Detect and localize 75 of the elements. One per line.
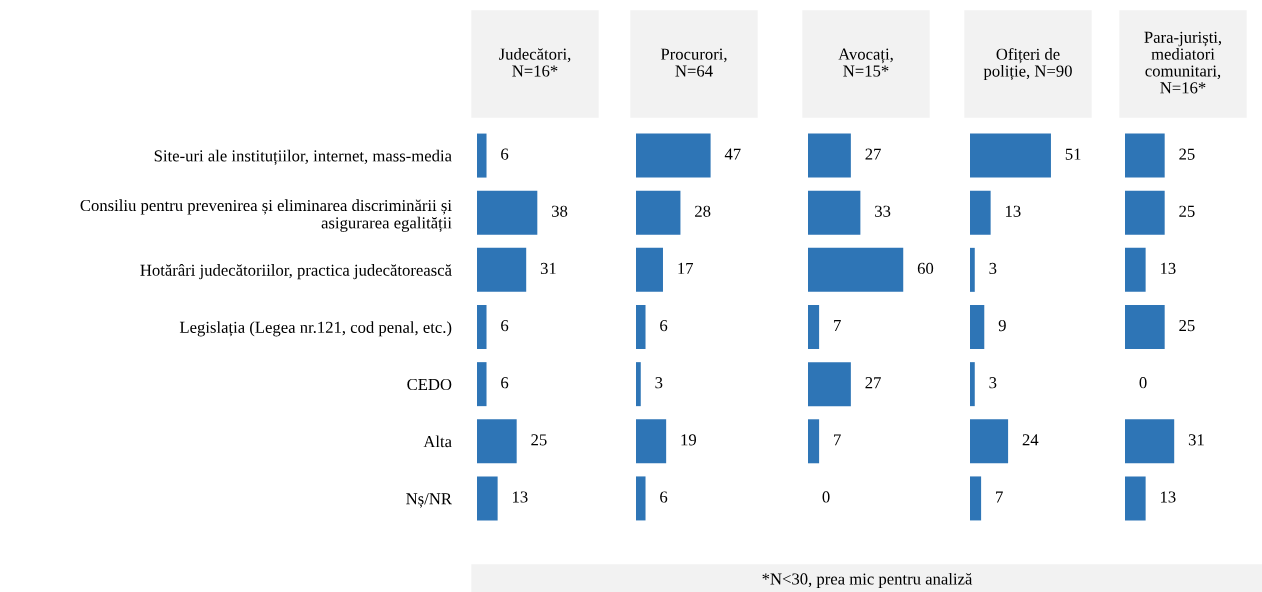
y-tick-label: Nș/NR xyxy=(406,493,452,508)
data-label: 25 xyxy=(1179,205,1195,217)
bar xyxy=(808,247,904,292)
chart-title: Procurori, N=64 xyxy=(660,48,727,77)
bar xyxy=(808,190,861,235)
data-label: 27 xyxy=(865,148,881,160)
bar xyxy=(636,190,681,235)
data-label: 7 xyxy=(996,491,1003,503)
data-label: 31 xyxy=(1188,434,1204,446)
data-label: 6 xyxy=(501,319,509,332)
bar xyxy=(970,247,975,292)
bar xyxy=(477,476,498,521)
data-label: 60 xyxy=(917,262,934,275)
bar xyxy=(970,133,1051,178)
chart-title: Para-juriști, mediatori comunitari, N=16* xyxy=(1144,31,1222,94)
bar xyxy=(636,305,646,349)
data-label: 25 xyxy=(1179,148,1195,160)
bar xyxy=(808,419,820,464)
data-label: 27 xyxy=(865,377,881,389)
data-label: 33 xyxy=(875,205,891,217)
y-tick-label: Consiliu pentru prevenirea și eliminarea discriminării și asigurarea egalității xyxy=(80,199,452,232)
y-tick-label: Legislația (Legea nr.121, cod penal, etc.) xyxy=(179,321,452,337)
data-label: 28 xyxy=(695,205,711,217)
bar xyxy=(970,476,982,521)
data-label: 6 xyxy=(660,319,668,332)
bar xyxy=(477,305,487,349)
y-tick-label: Site-uri ale instituțiilor, internet, mass-media xyxy=(154,149,452,165)
data-label: 9 xyxy=(998,319,1006,332)
text: *N<30, prea mic pentru analiză xyxy=(762,572,973,588)
data-label: 3 xyxy=(655,377,663,389)
data-label: 13 xyxy=(512,491,528,503)
data-label: 6 xyxy=(501,148,509,160)
data-label: 13 xyxy=(1005,205,1021,217)
bar xyxy=(636,362,641,407)
data-label: 3 xyxy=(989,377,997,389)
data-label: 7 xyxy=(834,434,841,446)
bar xyxy=(970,419,1009,464)
data-label: 38 xyxy=(552,205,568,217)
y-tick-label: CEDO xyxy=(407,378,452,391)
data-label: 3 xyxy=(989,262,997,275)
bar xyxy=(636,133,711,178)
bar xyxy=(808,305,820,349)
data-label: 0 xyxy=(822,491,830,503)
bar xyxy=(477,247,527,292)
data-label: 51 xyxy=(1065,148,1081,160)
data-label: 19 xyxy=(681,434,697,446)
y-tick-label: Hotărâri judecătoriilor, practica judecătorească xyxy=(140,264,452,280)
bar xyxy=(970,190,991,235)
y-tick-label: Alta xyxy=(423,435,452,448)
data-label: 24 xyxy=(1022,434,1039,446)
bar xyxy=(636,419,667,464)
bar xyxy=(477,362,487,407)
data-label: 25 xyxy=(531,434,547,446)
data-label: 13 xyxy=(1160,491,1176,503)
data-label: 6 xyxy=(660,491,668,503)
data-label: 13 xyxy=(1160,262,1176,275)
data-label: 17 xyxy=(678,262,694,274)
data-label: 6 xyxy=(501,377,509,389)
bar xyxy=(808,362,851,407)
bar xyxy=(636,476,646,521)
bar xyxy=(808,133,851,178)
bar xyxy=(477,419,517,464)
bar xyxy=(477,190,538,235)
bar xyxy=(636,247,663,292)
data-label: 0 xyxy=(1139,377,1147,389)
data-label: 47 xyxy=(724,148,741,160)
chart-title: Judecători, N=16* xyxy=(499,48,571,77)
chart-title: Ofițeri de poliție, N=90 xyxy=(983,47,1072,81)
data-label: 25 xyxy=(1179,319,1195,332)
bar xyxy=(970,305,985,349)
bar xyxy=(477,133,487,178)
data-label: 31 xyxy=(540,262,556,275)
data-label: 7 xyxy=(834,320,841,332)
bar xyxy=(970,362,975,407)
chart-title: Avocați, N=15* xyxy=(838,48,893,77)
